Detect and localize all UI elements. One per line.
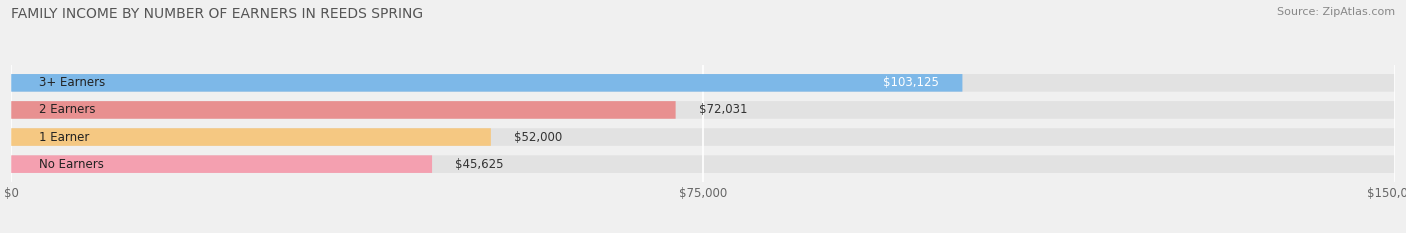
FancyBboxPatch shape xyxy=(11,74,1395,92)
FancyBboxPatch shape xyxy=(11,128,491,146)
Text: 2 Earners: 2 Earners xyxy=(39,103,96,116)
Text: $72,031: $72,031 xyxy=(699,103,747,116)
Text: 1 Earner: 1 Earner xyxy=(39,130,90,144)
Text: FAMILY INCOME BY NUMBER OF EARNERS IN REEDS SPRING: FAMILY INCOME BY NUMBER OF EARNERS IN RE… xyxy=(11,7,423,21)
FancyBboxPatch shape xyxy=(11,74,963,92)
FancyBboxPatch shape xyxy=(11,128,1395,146)
FancyBboxPatch shape xyxy=(11,155,432,173)
Text: No Earners: No Earners xyxy=(39,158,104,171)
Text: Source: ZipAtlas.com: Source: ZipAtlas.com xyxy=(1277,7,1395,17)
Text: 3+ Earners: 3+ Earners xyxy=(39,76,105,89)
FancyBboxPatch shape xyxy=(11,101,1395,119)
Text: $52,000: $52,000 xyxy=(515,130,562,144)
FancyBboxPatch shape xyxy=(11,155,1395,173)
Text: $45,625: $45,625 xyxy=(456,158,503,171)
FancyBboxPatch shape xyxy=(11,101,676,119)
Text: $103,125: $103,125 xyxy=(883,76,939,89)
